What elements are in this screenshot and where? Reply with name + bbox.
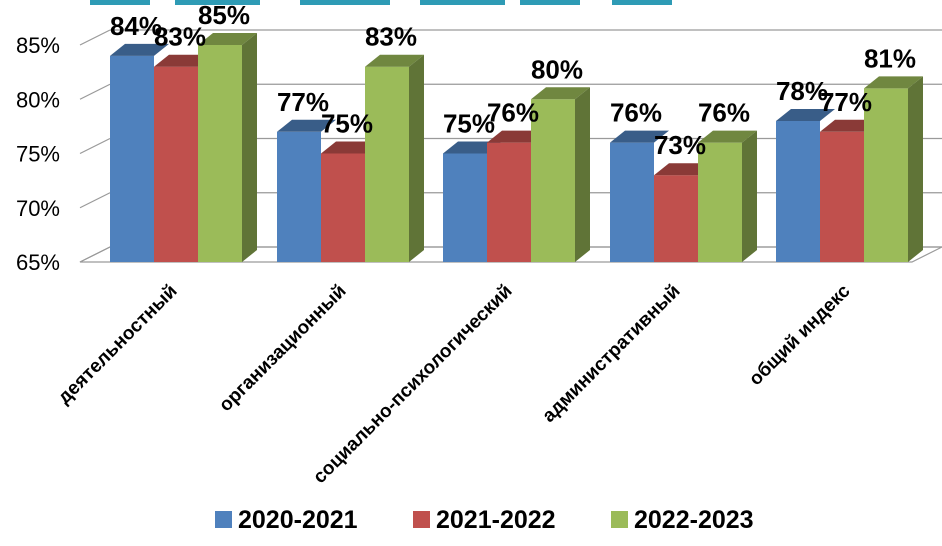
gridline-side [79,83,111,100]
bar [277,119,336,262]
category-label: деятельностный [54,281,182,409]
bar-top [864,76,923,89]
bar-front [610,142,654,262]
bar-side [242,33,257,262]
bar [365,54,424,263]
bar-top [198,33,257,45]
bar-front [654,175,698,262]
data-labels: 84%83%85%77%75%83%75%76%80%76%73%76%78%7… [110,0,916,160]
legend-swatch [611,511,628,528]
bar-side [575,87,590,262]
data-label: 76% [610,98,662,128]
bar-top [610,130,669,143]
bar-side [409,54,424,263]
y-tick-label: 70% [16,196,60,221]
data-label: 78% [776,76,828,106]
gridline-side [79,29,111,46]
title-fragment-piece [420,0,505,5]
data-label: 77% [820,87,872,117]
bar-front [365,66,409,262]
legend-label: 2022-2023 [634,506,754,534]
bar-top [277,119,336,132]
chart-legend: 2020-2021 2021-2022 2022-2023 [215,506,754,534]
bar-front [277,131,321,262]
data-label: 73% [654,130,706,160]
bar-top [776,108,835,121]
bar [110,43,169,262]
bar-front [820,131,864,262]
legend-item: 2020-2021 [215,506,358,534]
bar-front [864,88,908,263]
bar-top [531,87,590,100]
legend-swatch [215,511,232,528]
y-tick-label: 85% [16,33,60,58]
bar [487,130,546,262]
data-label: 77% [277,87,329,117]
bar-front [776,120,820,262]
legend-item: 2022-2023 [611,506,754,534]
bar [443,141,502,262]
bar-front [531,99,575,262]
y-axis-ticks: 65% 70% 75% 80% 85% [16,33,60,275]
cropped-title-fragment [90,0,672,5]
title-fragment-piece [175,0,260,5]
bar [820,119,879,262]
gridline-side [79,137,111,155]
category-labels: деятельностный организационныйсоциально-п… [54,280,855,487]
title-fragment-piece [612,0,672,5]
legend-label: 2020-2021 [238,506,358,534]
bar-side [742,130,757,262]
bar [198,33,257,262]
category-label: организационный [215,281,350,416]
data-label: 85% [198,0,250,30]
data-label: 84% [110,11,162,41]
data-label: 76% [487,98,539,128]
title-fragment-piece [90,0,150,5]
data-label: 80% [531,54,583,84]
chart-bars [110,33,923,263]
bar [776,108,835,262]
legend-swatch [413,511,430,528]
bar-front [698,142,742,262]
category-label: административный [538,281,684,427]
data-label: 81% [864,43,916,73]
y-tick-label: 65% [16,250,60,275]
category-label: общий индекс [745,280,855,390]
y-tick-label: 75% [16,142,60,167]
bar-front [443,153,487,262]
bar-top [110,43,169,56]
bar [531,87,590,262]
bar-top [365,54,424,67]
bar [864,76,923,263]
bar-front [110,55,154,262]
gridline-side [79,192,111,209]
bar [610,130,669,262]
title-fragment-piece [520,0,580,5]
data-label: 83% [154,22,206,52]
data-label: 75% [321,109,373,139]
bar-front [198,45,242,262]
bar-top [698,130,757,143]
category-label: социально-психологический [309,281,516,488]
data-label: 83% [365,22,417,52]
bar [698,130,757,262]
bar-side [908,76,923,263]
y-tick-label: 80% [16,87,60,112]
data-label: 75% [443,109,495,139]
title-fragment-piece [300,0,390,5]
legend-item: 2021-2022 [413,506,556,534]
legend-label: 2021-2022 [436,506,556,534]
data-label: 76% [698,98,750,128]
bar-front [487,142,531,262]
bar-front [321,153,365,262]
bar-front [154,66,198,262]
